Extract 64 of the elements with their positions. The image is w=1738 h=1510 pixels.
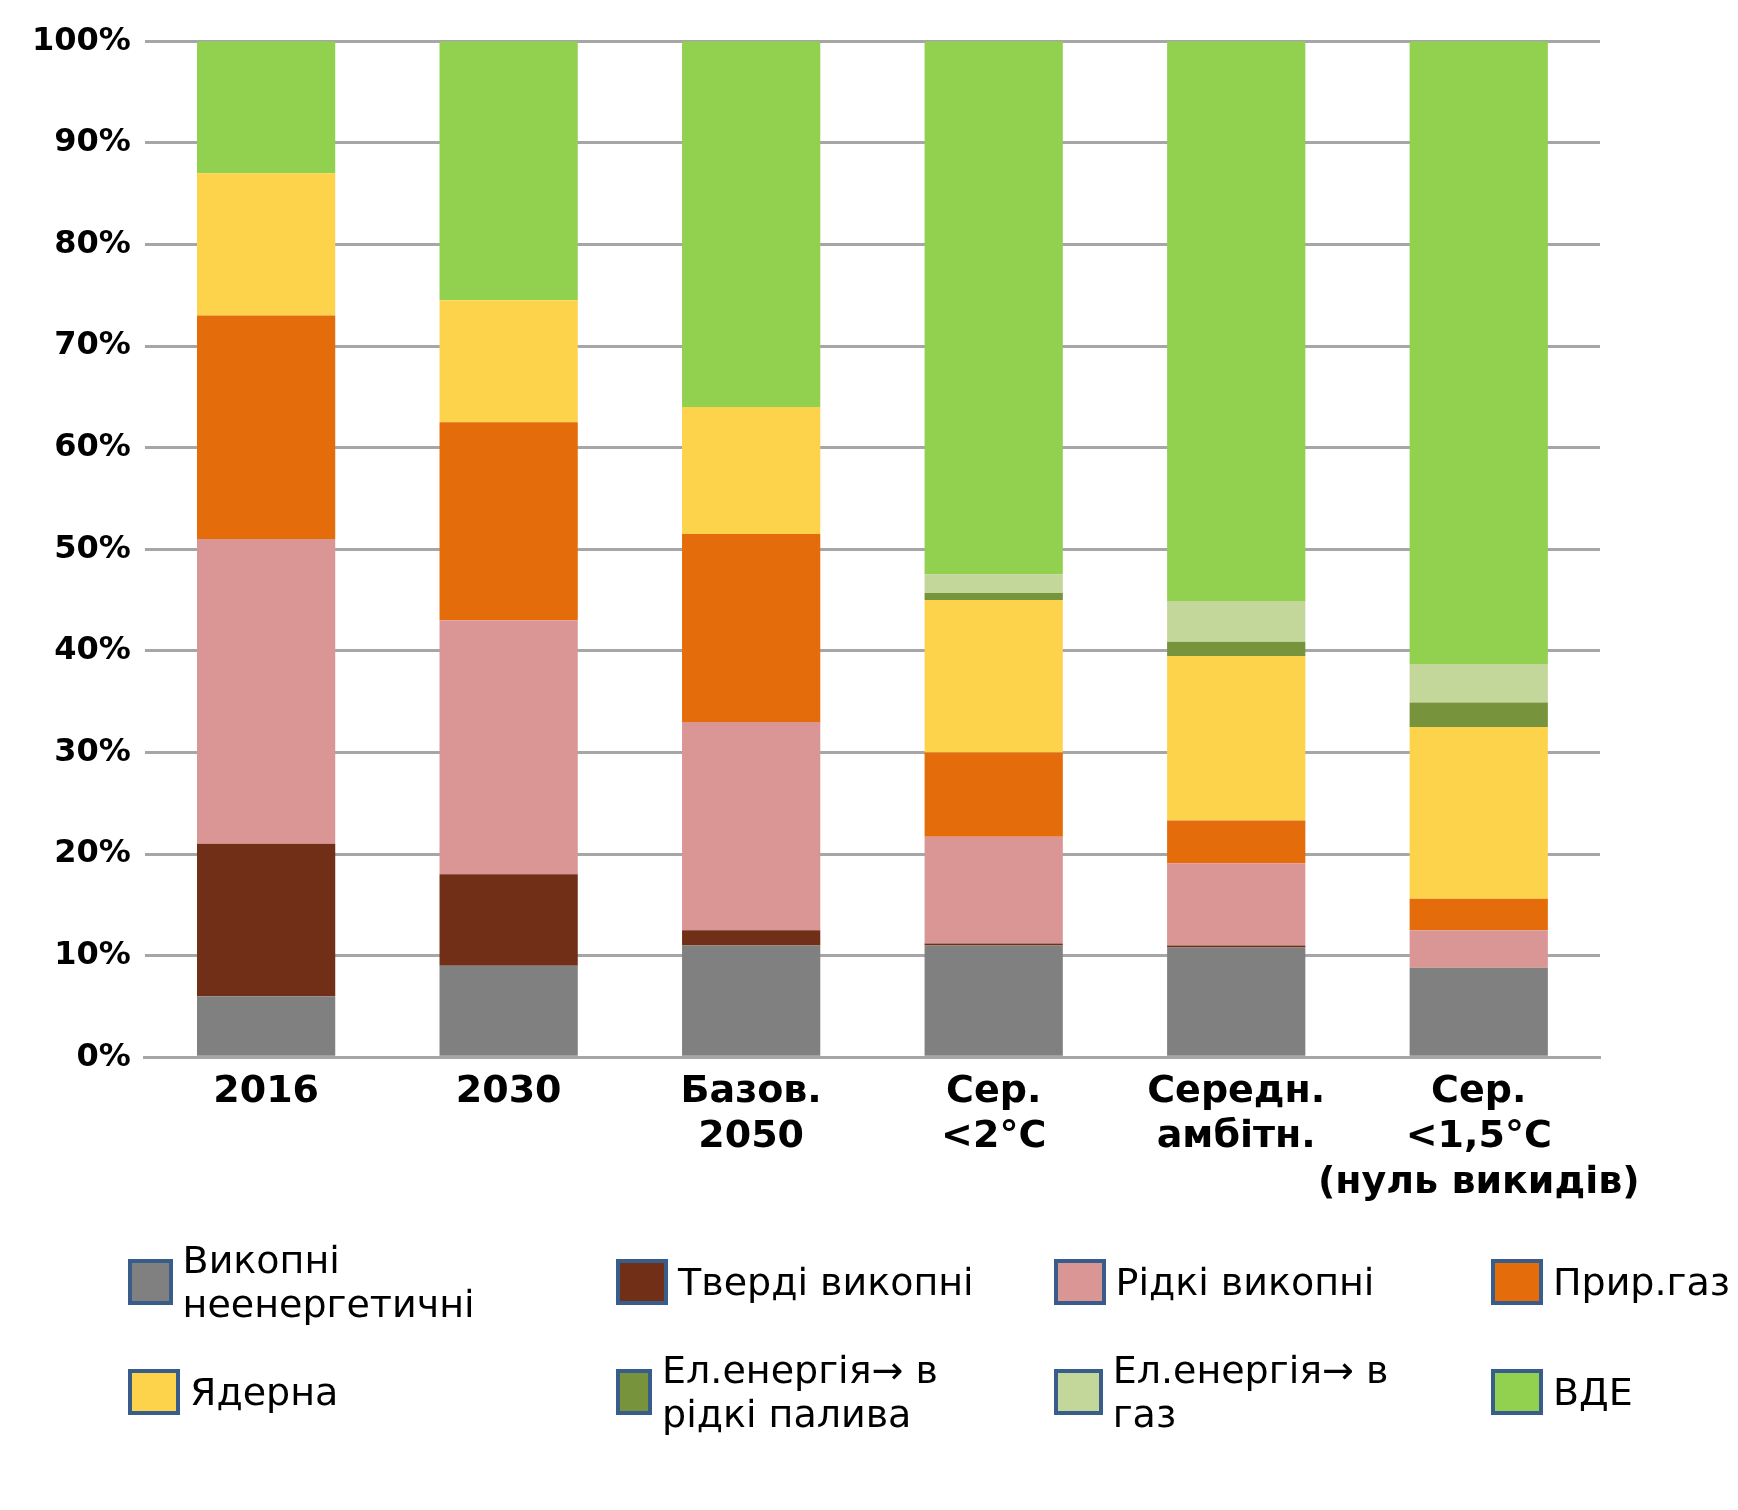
bar (1409, 41, 1548, 665)
bar (924, 836, 1063, 944)
y-tick-label: 100% (32, 19, 131, 58)
bar (197, 843, 336, 997)
bar (439, 300, 578, 423)
bar (197, 173, 336, 316)
y-tick-label: 40% (54, 629, 131, 668)
bar (1409, 898, 1548, 931)
y-tick-label: 20% (54, 832, 131, 871)
bar (682, 945, 821, 1056)
bar (439, 41, 578, 301)
bar (924, 600, 1063, 753)
legend-label: Ел.енергія→ в рідкі палива (662, 1348, 939, 1436)
y-tick-label: 90% (54, 121, 131, 160)
bar (1409, 664, 1548, 703)
x-tick-label: Базов. 2050 (680, 1066, 822, 1157)
bar (197, 315, 336, 540)
x-tick-label: 2016 (213, 1066, 319, 1111)
bar (439, 965, 578, 1056)
bar (1409, 967, 1548, 1056)
y-tick-label: 0% (76, 1035, 131, 1074)
bar (924, 41, 1063, 575)
bar (1167, 863, 1306, 946)
bar (197, 41, 336, 174)
bar (197, 996, 336, 1056)
bar (924, 592, 1063, 600)
legend-label: Рідкі викопні (1115, 1260, 1375, 1304)
legend-label: Тверді викопні (678, 1260, 974, 1304)
legend-label: Ядерна (190, 1370, 339, 1414)
bar (682, 41, 821, 407)
y-tick-label: 60% (54, 425, 131, 464)
legend-label: ВДЕ (1552, 1370, 1633, 1414)
bar (682, 721, 821, 931)
bar (1409, 930, 1548, 968)
bar (1167, 601, 1306, 642)
y-tick-label: 80% (54, 222, 131, 261)
bar (1167, 41, 1306, 602)
bar (439, 874, 578, 966)
bar (1167, 945, 1306, 948)
bar (197, 539, 336, 844)
x-tick-label: 2030 (455, 1066, 562, 1111)
y-tick-label: 50% (54, 527, 131, 566)
bar (439, 422, 578, 621)
bar (924, 943, 1063, 946)
legend-label: Викопні неенергетичні (182, 1238, 476, 1326)
bar (1167, 947, 1306, 1056)
bar (1409, 727, 1548, 899)
bar (924, 945, 1063, 1056)
legend-label: Ел.енергія→ в газ (1112, 1348, 1390, 1436)
bar (1167, 820, 1306, 864)
bar (439, 620, 578, 875)
y-tick-label: 70% (54, 324, 131, 363)
bar (1409, 702, 1548, 727)
bar (1167, 655, 1306, 821)
legend-label: Прир.газ (1552, 1260, 1730, 1304)
y-tick-label: 10% (54, 933, 131, 972)
bar (682, 930, 821, 946)
y-tick-label: 30% (54, 730, 131, 769)
bar (924, 752, 1063, 837)
bar (682, 406, 821, 534)
bar (1167, 641, 1306, 656)
bar (682, 533, 821, 722)
bar (924, 574, 1063, 593)
x-tick-label: Сер. <2°C (941, 1066, 1047, 1157)
